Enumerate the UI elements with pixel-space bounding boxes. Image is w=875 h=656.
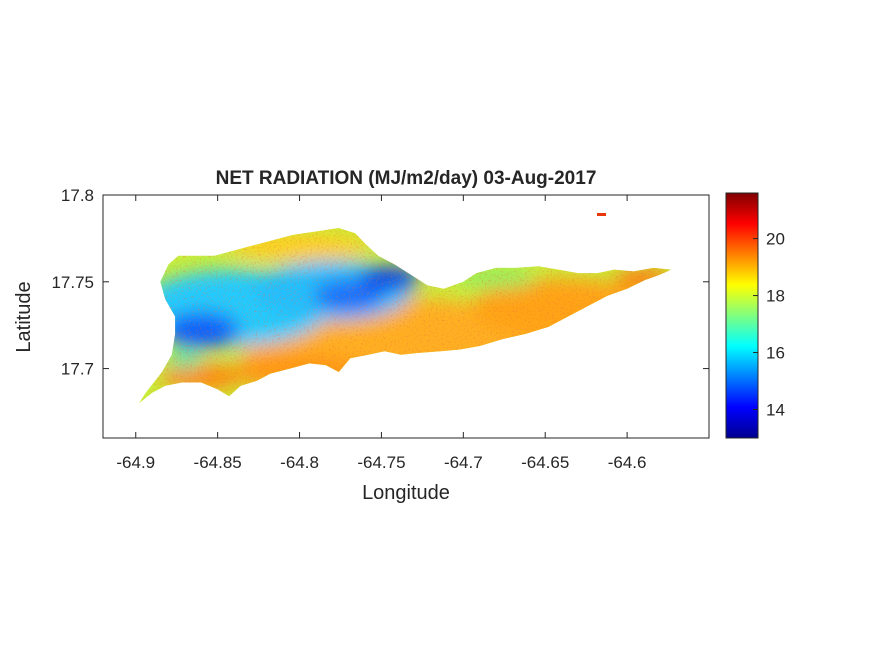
colorbar-ticks: 14 16 18 20: [753, 230, 785, 420]
map-axes: -64.9 -64.85 -64.8 -64.75 -64.7 -64.65 -64.6 1…: [51, 186, 710, 472]
colorbar-tick-label: 18: [766, 287, 785, 306]
x-tick-label: -64.7: [444, 453, 483, 472]
x-tick-label: -64.65: [521, 453, 569, 472]
x-tick-label: -64.75: [357, 453, 405, 472]
x-axis-label: Longitude: [362, 482, 450, 504]
axes-box: [102, 194, 710, 439]
colorbar-tick-label: 16: [766, 344, 785, 363]
chart-title: NET RADIATION (MJ/m2/day) 03-Aug-2017: [216, 168, 597, 189]
small-cay: [597, 213, 606, 216]
x-tick-label: -64.6: [608, 453, 647, 472]
colorbar-tick-label: 20: [766, 230, 785, 249]
y-axis-ticks: 17.8 17.75 17.7: [51, 186, 709, 379]
x-tick-label: -64.9: [116, 453, 155, 472]
x-tick-label: -64.8: [280, 453, 319, 472]
colorbar: 14 16 18 20: [725, 192, 785, 439]
y-tick-label: 17.7: [61, 360, 94, 379]
y-axis-label: Latitude: [13, 281, 35, 352]
y-tick-label: 17.8: [61, 186, 94, 205]
x-axis-ticks: -64.9 -64.85 -64.8 -64.75 -64.7 -64.65 -64.6: [116, 195, 646, 472]
x-tick-label: -64.85: [194, 453, 242, 472]
colorbar-tick-label: 14: [766, 401, 785, 420]
colorbar-gradient: [725, 192, 759, 439]
y-tick-label: 17.75: [51, 273, 94, 292]
